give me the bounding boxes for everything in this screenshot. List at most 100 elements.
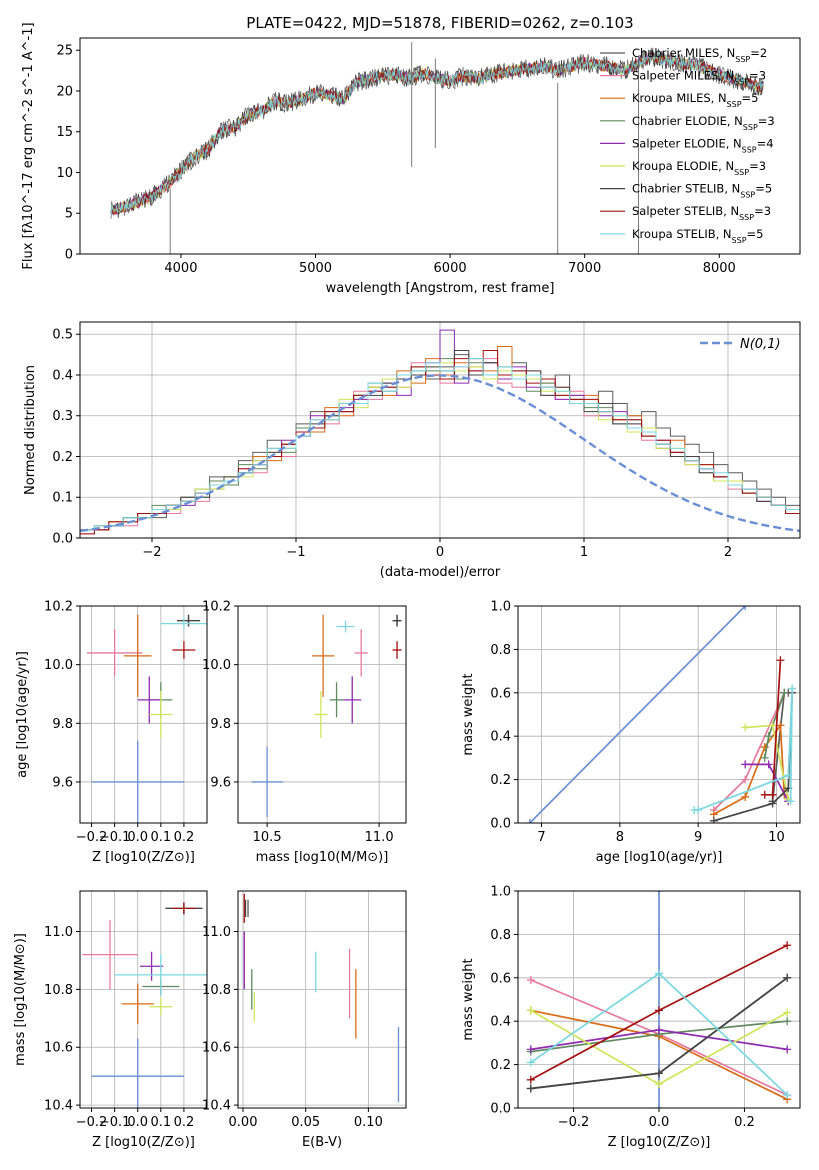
x-tick-label: 10 [768, 830, 785, 845]
errorbar-point [172, 902, 196, 915]
legend-subscript: SSP [734, 77, 749, 86]
x-tick-label: −0.1 [99, 830, 131, 845]
ticks: −2 −1 0 1 2 0.0 0.1 0.2 0.3 0.4 0.5 [52, 328, 732, 560]
legend-subscript: SSP [740, 190, 755, 199]
legend-subscript: SSP [732, 235, 747, 244]
weight-marker [655, 1025, 663, 1034]
x-axis-label: (data-model)/error [380, 565, 501, 580]
legend-entry: Salpeter MILES, NSSP=3 [632, 69, 766, 87]
x-tick-label: 9 [694, 830, 702, 845]
weight-marker [526, 1006, 535, 1015]
errorbar-point [91, 1038, 184, 1108]
weight-marker [783, 1017, 792, 1026]
errorbar-points [251, 614, 402, 818]
legend: N(0,1) [700, 337, 781, 352]
x-axis-label: E(B-V) [302, 1135, 342, 1150]
y-tick-label: 15 [56, 125, 73, 140]
y-tick-label: 25 [56, 44, 73, 59]
x-tick-label: 5000 [299, 261, 332, 276]
weight-marker [741, 760, 750, 769]
weight-marker [526, 975, 535, 984]
errorbar-point [172, 641, 196, 659]
y-tick-label: 9.6 [52, 775, 73, 790]
x-tick-label: 0.0 [127, 1115, 148, 1130]
errorbar-point [123, 614, 152, 697]
errorbar-point [343, 676, 362, 724]
ticks: 4000 5000 6000 7000 8000 0 5 10 15 20 25 [56, 44, 735, 276]
x-tick-label: 0.2 [174, 830, 195, 845]
axes-frame [79, 37, 801, 255]
weight-series [690, 684, 797, 814]
x-axis-label: Z [log10(Z/Z⊙)] [92, 1135, 195, 1150]
grid-lines [80, 605, 207, 823]
y-tick-label: 0.1 [52, 491, 73, 506]
y-tick-label: 1.0 [490, 600, 511, 615]
weight-marker [786, 797, 795, 806]
age-vs-mass-panel: 10.5 11.0 9.6 9.8 10.0 10.2 mass [log10(M/M⊙)] [202, 600, 407, 865]
errorbar-point [311, 614, 335, 697]
weight-series [525, 606, 750, 823]
errorbar-point [314, 691, 328, 738]
y-axis-label: Normed distribution [23, 365, 38, 495]
weight-line [529, 606, 746, 823]
errorbar-point [82, 919, 138, 990]
axes-frame [517, 890, 801, 1109]
errorbar-point [336, 620, 355, 633]
legend-subscript: SSP [735, 55, 750, 64]
mass-weight-vs-Z-panel: −0.2 0.0 0.2 0.0 0.2 0.4 0.6 0.8 1.0 Z [log10(Z/Z… [461, 885, 801, 1150]
weight-marker [525, 819, 534, 823]
x-tick-label: 10.5 [253, 830, 282, 845]
x-axis-label: Z [log10(Z/Z⊙)] [608, 1135, 711, 1150]
x-tick-label: −0.2 [76, 1115, 108, 1130]
histogram-steps [80, 329, 800, 538]
axes-frame [237, 605, 407, 824]
weight-marker [788, 684, 797, 693]
errorbar-points [86, 614, 207, 823]
y-tick-label: 1.0 [490, 885, 511, 900]
weight-series [526, 969, 792, 1099]
x-tick-label: −0.2 [558, 1115, 590, 1130]
y-tick-label: 0.8 [490, 928, 511, 943]
legend-subscript: SSP [734, 168, 749, 177]
weight-marker [526, 1084, 535, 1093]
x-tick-label: 1 [580, 545, 588, 560]
weight-marker [783, 941, 792, 950]
weight-marker [741, 606, 750, 610]
errorbar-point [91, 740, 184, 823]
y-tick-label: 9.8 [210, 717, 231, 732]
y-tick-label: 0.0 [490, 1102, 511, 1117]
legend-entry: Salpeter STELIB, NSSP=3 [632, 204, 771, 222]
y-axis-label: mass weight [461, 958, 476, 1040]
weight-series [526, 941, 792, 1084]
x-axis-label: mass [log10(M/M⊙)] [256, 850, 389, 865]
x-tick-label: 7 [537, 830, 545, 845]
weight-marker [783, 1090, 792, 1099]
y-tick-label: 10.8 [202, 983, 231, 998]
weight-marker [784, 771, 793, 780]
ticks: 7 8 9 10 0.0 0.2 0.4 0.6 0.8 1.0 [490, 600, 784, 846]
x-tick-label: 0.2 [174, 1115, 195, 1130]
weight-marker [694, 805, 703, 814]
spectrum-panel: 4000 5000 6000 7000 8000 0 5 10 15 20 25 wavelength… [21, 22, 801, 296]
axes-frame [517, 605, 801, 824]
y-tick-label: 0.4 [52, 368, 73, 383]
x-tick-label: 2 [724, 545, 732, 560]
weight-marker [709, 816, 718, 823]
weight-lines [526, 891, 792, 1108]
x-tick-label: 7000 [568, 261, 601, 276]
weight-marker [741, 723, 750, 732]
x-tick-label: −2 [142, 545, 161, 560]
y-tick-label: 10.0 [44, 658, 73, 673]
errorbar-point [160, 617, 207, 630]
weight-marker [526, 1075, 535, 1084]
grid-lines [518, 605, 800, 824]
y-tick-label: 0.2 [490, 773, 511, 788]
x-tick-label: 4000 [164, 261, 197, 276]
y-tick-label: 10.2 [202, 600, 231, 615]
errorbar-point [121, 983, 154, 1025]
spectrum-series-line [110, 52, 764, 215]
weight-series [760, 656, 785, 799]
weight-marker [655, 1104, 663, 1108]
y-tick-label: 11.0 [202, 925, 231, 940]
